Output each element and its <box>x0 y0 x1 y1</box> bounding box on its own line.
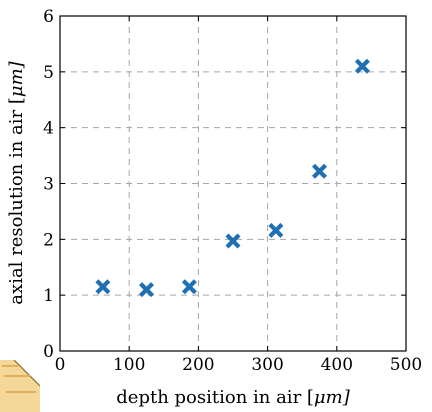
data-point <box>141 284 153 296</box>
y-tick-label: 1 <box>43 286 54 306</box>
x-tick-label: 500 <box>390 355 422 375</box>
y-axis-label: axial resolution in air [μm] <box>6 60 27 304</box>
x-tick-label: 200 <box>182 355 214 375</box>
y-tick-label: 0 <box>43 342 54 362</box>
data-point <box>270 224 282 236</box>
y-tick-label: 6 <box>43 7 54 27</box>
y-tick-label: 2 <box>43 230 54 250</box>
data-point <box>183 281 195 293</box>
x-tick-label: 100 <box>113 355 145 375</box>
x-tick-label: 400 <box>321 355 353 375</box>
data-point <box>314 165 326 177</box>
axis-ticks <box>60 16 406 351</box>
x-tick-labels: 0 100 200 300 400 500 <box>55 355 423 375</box>
y-tick-labels: 0 1 2 3 4 5 6 <box>43 7 54 362</box>
corner-graphic <box>0 360 40 412</box>
x-tick-label: 300 <box>251 355 283 375</box>
y-tick-label: 5 <box>43 63 54 83</box>
plot-frame <box>60 16 406 351</box>
data-point <box>97 281 109 293</box>
data-markers <box>97 60 369 295</box>
data-point <box>227 235 239 247</box>
x-axis-label: depth position in air [μm] <box>116 387 350 408</box>
x-tick-label: 0 <box>55 355 66 375</box>
y-tick-label: 4 <box>43 119 54 139</box>
data-point <box>356 60 368 72</box>
y-tick-label: 3 <box>43 175 54 195</box>
grid-lines <box>60 16 406 351</box>
